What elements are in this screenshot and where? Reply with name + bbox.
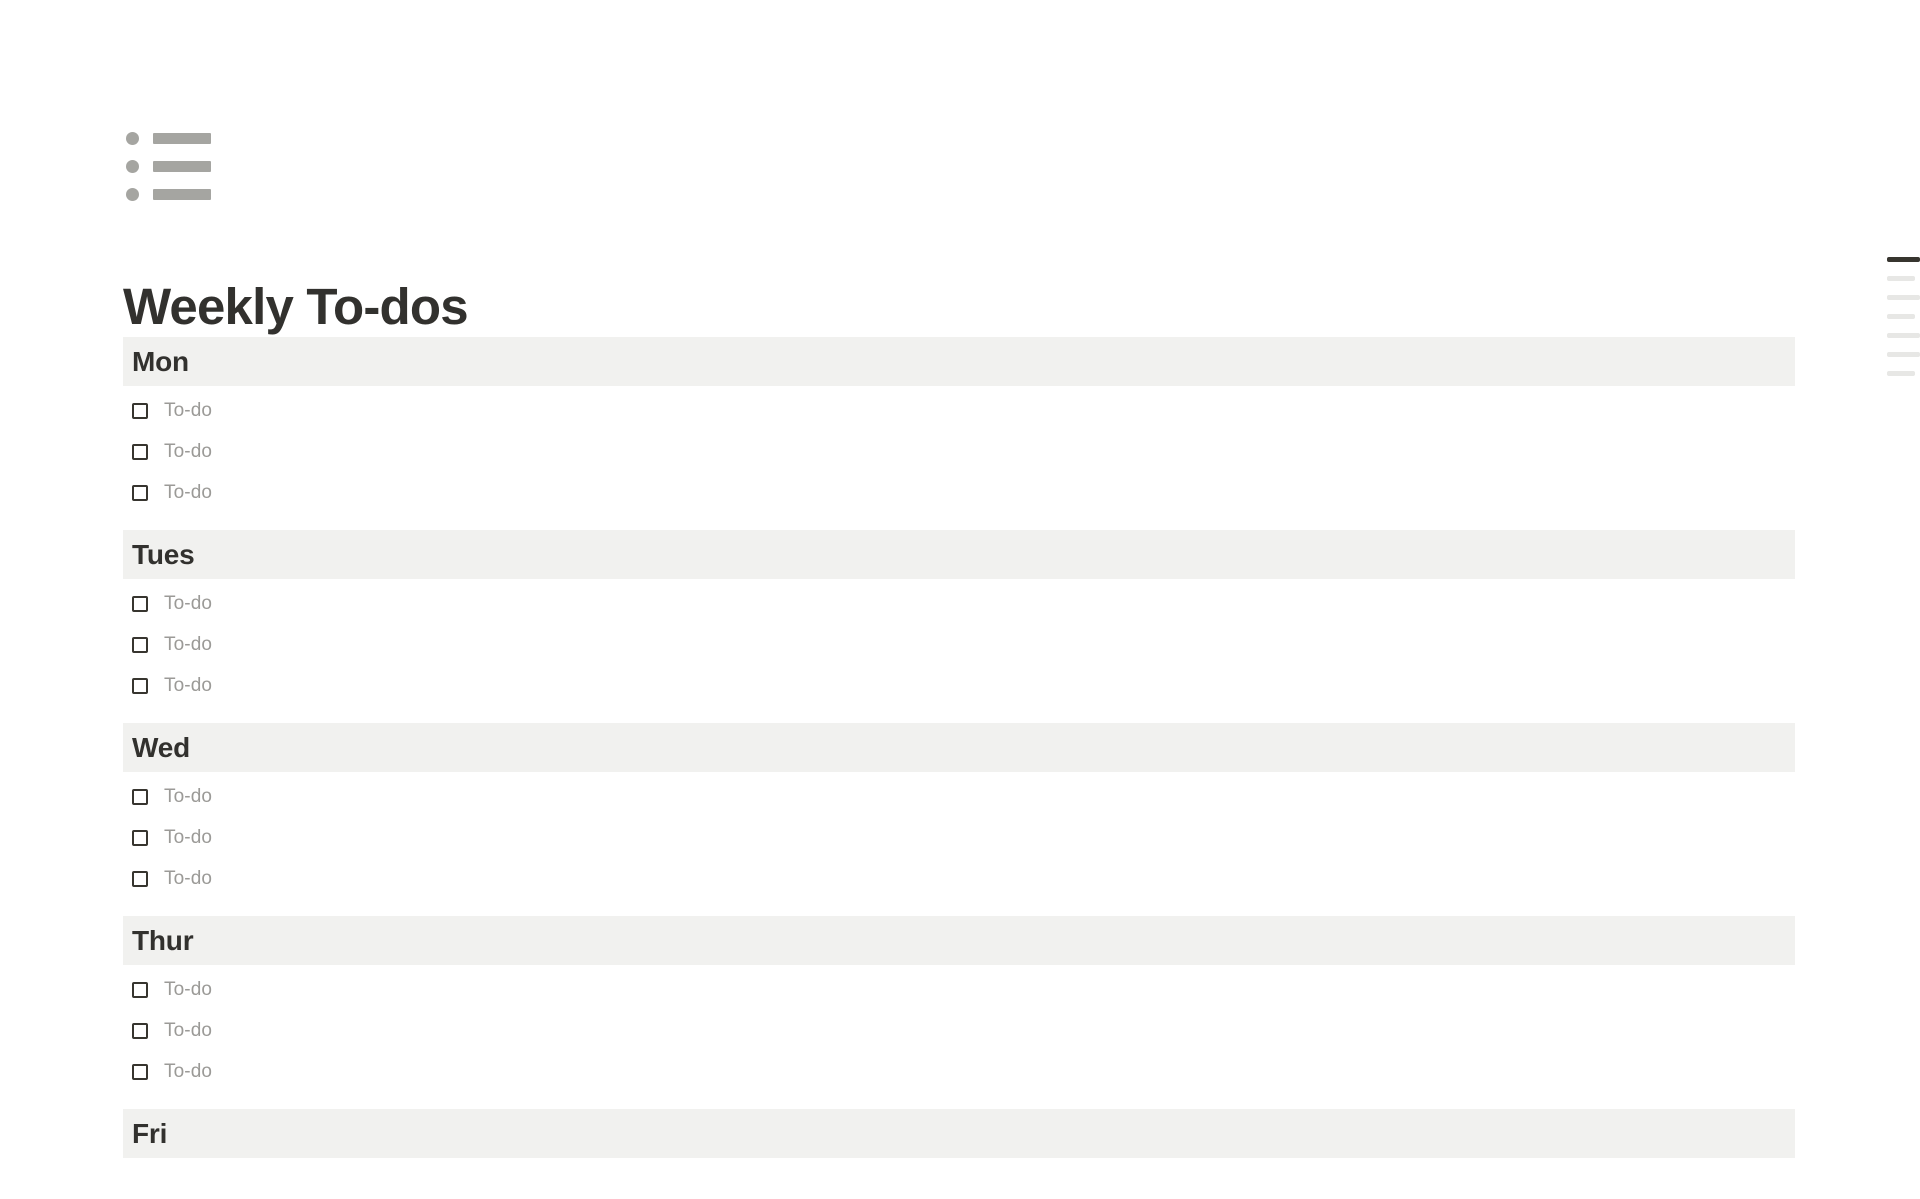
todo-item[interactable]: To-do bbox=[123, 633, 1920, 657]
bullet-dot-icon bbox=[126, 131, 139, 145]
section-spacer bbox=[0, 1084, 1920, 1109]
todo-item[interactable]: To-do bbox=[123, 481, 1920, 505]
day-section-fri: Fri bbox=[0, 1109, 1920, 1158]
day-section-mon: Mon To-do To-do To-do bbox=[0, 337, 1920, 505]
todo-checkbox[interactable] bbox=[132, 637, 148, 653]
todo-checkbox[interactable] bbox=[132, 596, 148, 612]
bullet-line-icon bbox=[153, 188, 211, 200]
todo-checkbox[interactable] bbox=[132, 871, 148, 887]
section-spacer bbox=[0, 505, 1920, 530]
outline-item[interactable] bbox=[1887, 371, 1915, 376]
bulleted-list-icon-row bbox=[126, 159, 214, 173]
day-heading[interactable]: Wed bbox=[123, 723, 1795, 772]
outline-minimap[interactable] bbox=[1887, 257, 1920, 390]
todo-label[interactable]: To-do bbox=[164, 868, 213, 889]
day-section-tues: Tues To-do To-do To-do bbox=[0, 530, 1920, 698]
todo-label[interactable]: To-do bbox=[164, 827, 213, 848]
bullet-line-icon bbox=[153, 160, 211, 172]
todo-label[interactable]: To-do bbox=[164, 1061, 213, 1082]
todo-checkbox[interactable] bbox=[132, 982, 148, 998]
todo-checkbox[interactable] bbox=[132, 789, 148, 805]
day-heading[interactable]: Fri bbox=[123, 1109, 1795, 1158]
bulleted-list-icon-row bbox=[126, 187, 214, 201]
page-title[interactable]: Weekly To-dos bbox=[123, 278, 469, 336]
todo-checkbox[interactable] bbox=[132, 678, 148, 694]
bulleted-list-icon-row bbox=[126, 131, 214, 145]
todo-label[interactable]: To-do bbox=[164, 1020, 213, 1041]
outline-item[interactable] bbox=[1887, 295, 1920, 300]
day-heading[interactable]: Thur bbox=[123, 916, 1795, 965]
todo-item[interactable]: To-do bbox=[123, 1019, 1920, 1043]
todo-item[interactable]: To-do bbox=[123, 826, 1920, 850]
todo-label[interactable]: To-do bbox=[164, 634, 213, 655]
todo-checkbox[interactable] bbox=[132, 830, 148, 846]
todo-item[interactable]: To-do bbox=[123, 785, 1920, 809]
todo-label[interactable]: To-do bbox=[164, 593, 213, 614]
todo-item[interactable]: To-do bbox=[123, 440, 1920, 464]
bulleted-list-icon[interactable] bbox=[126, 131, 214, 201]
todo-item[interactable]: To-do bbox=[123, 592, 1920, 616]
todo-list: To-do To-do To-do bbox=[123, 592, 1920, 698]
todo-item[interactable]: To-do bbox=[123, 1060, 1920, 1084]
todo-list: To-do To-do To-do bbox=[123, 785, 1920, 891]
todo-label[interactable]: To-do bbox=[164, 786, 213, 807]
todo-item[interactable]: To-do bbox=[123, 674, 1920, 698]
bullet-dot-icon bbox=[126, 187, 139, 201]
bullet-dot-icon bbox=[126, 159, 139, 173]
todo-label[interactable]: To-do bbox=[164, 979, 213, 1000]
outline-item-active[interactable] bbox=[1887, 257, 1920, 262]
todo-item[interactable]: To-do bbox=[123, 867, 1920, 891]
todo-list: To-do To-do To-do bbox=[123, 399, 1920, 505]
document-body: Mon To-do To-do To-do Tues To-do To-do To-do Wed… bbox=[0, 337, 1920, 1158]
todo-checkbox[interactable] bbox=[132, 1064, 148, 1080]
bullet-line-icon bbox=[153, 132, 211, 144]
todo-list: To-do To-do To-do bbox=[123, 978, 1920, 1084]
todo-checkbox[interactable] bbox=[132, 403, 148, 419]
todo-checkbox[interactable] bbox=[132, 444, 148, 460]
outline-item[interactable] bbox=[1887, 352, 1920, 357]
outline-item[interactable] bbox=[1887, 314, 1915, 319]
todo-item[interactable]: To-do bbox=[123, 399, 1920, 423]
outline-item[interactable] bbox=[1887, 333, 1920, 338]
day-section-wed: Wed To-do To-do To-do bbox=[0, 723, 1920, 891]
todo-label[interactable]: To-do bbox=[164, 441, 213, 462]
day-section-thur: Thur To-do To-do To-do bbox=[0, 916, 1920, 1084]
day-heading[interactable]: Mon bbox=[123, 337, 1795, 386]
outline-item[interactable] bbox=[1887, 276, 1915, 281]
section-spacer bbox=[0, 891, 1920, 916]
todo-item[interactable]: To-do bbox=[123, 978, 1920, 1002]
todo-label[interactable]: To-do bbox=[164, 675, 213, 696]
day-heading[interactable]: Tues bbox=[123, 530, 1795, 579]
todo-label[interactable]: To-do bbox=[164, 482, 213, 503]
section-spacer bbox=[0, 698, 1920, 723]
todo-checkbox[interactable] bbox=[132, 485, 148, 501]
todo-checkbox[interactable] bbox=[132, 1023, 148, 1039]
todo-label[interactable]: To-do bbox=[164, 400, 213, 421]
